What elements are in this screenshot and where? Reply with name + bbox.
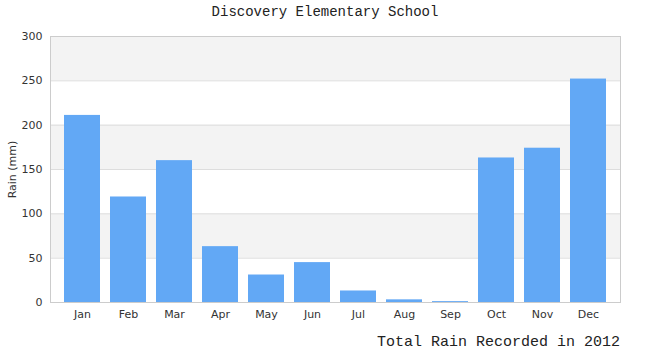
svg-text:Mar: Mar <box>164 308 185 321</box>
svg-text:Jun: Jun <box>303 308 321 321</box>
svg-text:Jan: Jan <box>73 308 91 321</box>
svg-text:May: May <box>255 308 278 321</box>
svg-text:50: 50 <box>29 252 43 265</box>
svg-text:Dec: Dec <box>578 308 599 321</box>
svg-text:Sep: Sep <box>440 308 461 321</box>
svg-text:Aug: Aug <box>394 308 415 321</box>
svg-text:Nov: Nov <box>532 308 554 321</box>
svg-text:100: 100 <box>22 207 43 220</box>
svg-text:Oct: Oct <box>487 308 507 321</box>
svg-text:150: 150 <box>22 163 43 176</box>
svg-text:200: 200 <box>22 119 43 132</box>
svg-text:Feb: Feb <box>119 308 138 321</box>
html-text:Discovery Elementary School: Discovery Elementary School <box>211 4 439 20</box>
html-text:Total Rain Recorded in 2012: Total Rain Recorded in 2012 <box>377 334 620 351</box>
svg-text:0: 0 <box>36 296 43 309</box>
svg-text:250: 250 <box>22 74 43 87</box>
svg-text:Jul: Jul <box>351 308 365 321</box>
svg-text:300: 300 <box>22 30 43 43</box>
svg-text:Rain (mm): Rain (mm) <box>6 141 19 199</box>
svg-text:Apr: Apr <box>211 308 231 321</box>
